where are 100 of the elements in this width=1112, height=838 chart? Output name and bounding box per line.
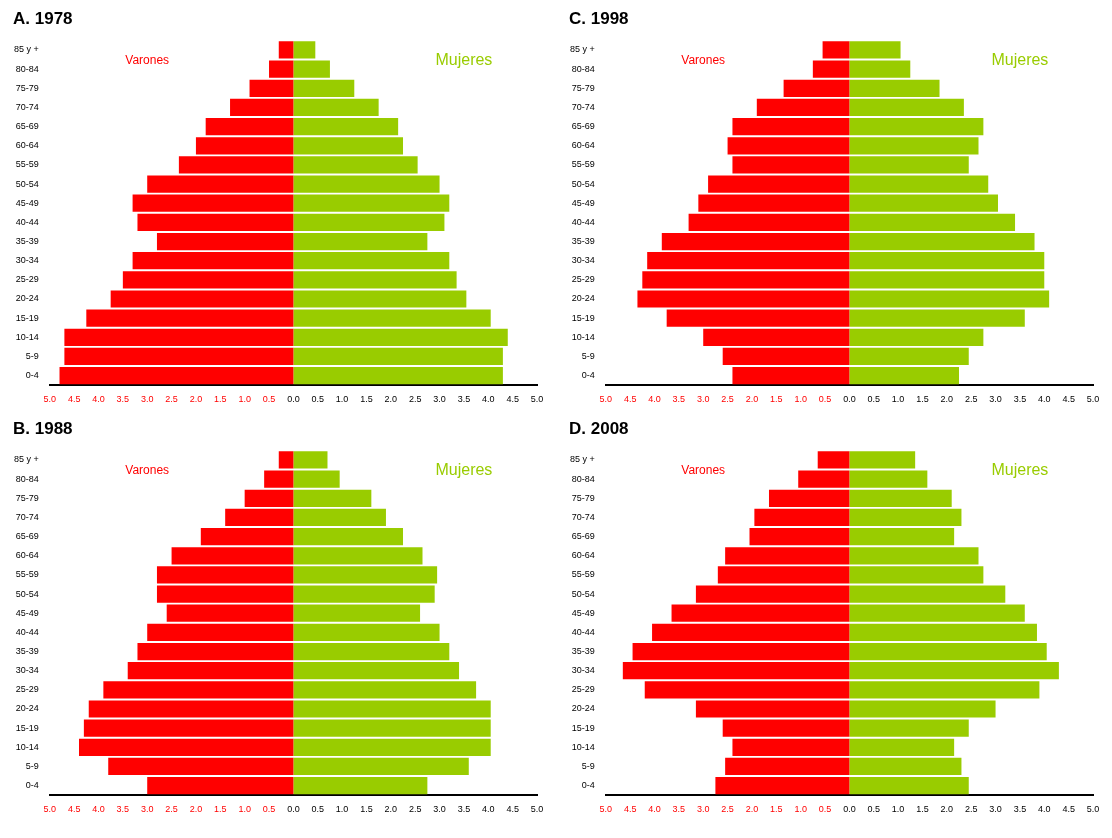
bar: [849, 642, 1047, 661]
x-tick-label: 4.0: [648, 804, 661, 815]
y-tick-label: 55-59: [571, 569, 595, 580]
bar: [849, 757, 962, 776]
bar: [849, 290, 1050, 308]
y-tick-label: 75-79: [15, 82, 39, 93]
y-tick-label: 75-79: [571, 82, 595, 93]
y-tick-label: 30-34: [15, 255, 39, 266]
bar: [108, 757, 294, 776]
bar: [849, 738, 955, 756]
bar: [754, 508, 850, 527]
x-tick-label: 5.0: [43, 804, 57, 815]
bar: [137, 642, 294, 661]
x-tick-label: 4.0: [1038, 804, 1051, 815]
y-tick-label: 55-59: [15, 569, 39, 580]
y-tick-label: 5-9: [581, 760, 595, 771]
x-tick-label: 0.5: [262, 394, 276, 405]
bar: [732, 367, 850, 385]
bar: [64, 347, 294, 366]
y-tick-label: 70-74: [15, 101, 39, 112]
bar: [264, 470, 294, 488]
bar: [849, 662, 1059, 680]
x-tick-label: 3.0: [140, 394, 154, 405]
x-tick-label: 1.5: [214, 394, 227, 405]
bar: [293, 137, 404, 155]
x-tick-label: 0.0: [287, 804, 300, 815]
y-tick-label: 45-49: [15, 607, 39, 618]
bar: [293, 757, 469, 776]
y-tick-label: 85 y +: [569, 44, 595, 55]
bar: [849, 60, 911, 78]
bar: [293, 700, 491, 718]
chart-title: D. 2008: [568, 418, 630, 440]
y-tick-label: 10-14: [571, 741, 595, 752]
x-tick-label: 0.0: [843, 394, 856, 405]
bar: [293, 662, 460, 680]
bar: [849, 79, 940, 97]
bar: [278, 451, 294, 469]
y-tick-label: 40-44: [571, 216, 595, 227]
bar: [644, 681, 850, 699]
chart-title: B. 1988: [12, 418, 74, 440]
y-tick-label: 70-74: [15, 511, 39, 522]
x-tick-label: 4.0: [1038, 394, 1051, 405]
bar: [64, 328, 294, 346]
bar: [732, 738, 850, 756]
bar: [849, 489, 952, 507]
bar: [293, 547, 423, 565]
x-tick-label: 5.0: [599, 804, 613, 815]
bar: [293, 367, 503, 385]
y-tick-label: 20-24: [571, 293, 595, 304]
y-tick-label: 60-64: [571, 550, 595, 561]
bar: [293, 213, 445, 231]
bar: [849, 681, 1040, 699]
y-tick-label: 80-84: [571, 473, 595, 484]
y-tick-label: 80-84: [15, 473, 39, 484]
y-tick-label: 70-74: [571, 511, 595, 522]
x-tick-label: 2.5: [165, 394, 178, 405]
bar: [293, 309, 491, 327]
x-tick-label: 0.5: [262, 804, 276, 815]
bar: [293, 41, 316, 59]
y-tick-label: 0-4: [581, 780, 595, 791]
text: Mujeres: [435, 51, 493, 69]
x-tick-label: 1.0: [335, 394, 349, 405]
bar: [278, 41, 294, 59]
bar: [715, 777, 850, 795]
x-tick-label: 3.5: [457, 804, 471, 815]
x-tick-label: 5.0: [43, 394, 57, 405]
y-tick-label: 10-14: [15, 331, 39, 342]
y-tick-label: 35-39: [15, 646, 39, 657]
x-tick-label: 1.5: [214, 804, 227, 815]
x-tick-label: 1.5: [916, 804, 929, 815]
y-tick-label: 0-4: [25, 370, 39, 381]
x-tick-label: 0.5: [818, 804, 832, 815]
x-tick-label: 3.5: [457, 394, 471, 405]
bar: [849, 700, 996, 718]
x-tick-label: 3.0: [696, 804, 710, 815]
bar: [293, 508, 386, 527]
x-tick-label: 2.0: [189, 804, 203, 815]
bar: [171, 547, 294, 565]
x-tick-label: 3.0: [696, 394, 710, 405]
x-tick-label: 4.0: [482, 804, 495, 815]
x-tick-label: 2.0: [384, 804, 398, 815]
y-tick-label: 45-49: [571, 607, 595, 618]
bar: [293, 623, 440, 641]
x-tick-label: 2.0: [745, 394, 759, 405]
bar: [156, 232, 294, 251]
x-tick-label: 5.0: [530, 804, 544, 815]
bar: [293, 252, 450, 270]
bar: [849, 470, 928, 488]
y-tick-label: 50-54: [15, 588, 39, 599]
x-tick-label: 5.0: [599, 394, 613, 405]
y-tick-label: 25-29: [15, 684, 39, 695]
bar: [849, 98, 964, 117]
x-tick-label: 3.5: [1013, 394, 1027, 405]
x-tick-label: 0.5: [311, 394, 324, 405]
y-tick-label: 15-19: [15, 312, 39, 323]
bar: [849, 252, 1045, 270]
bar: [200, 527, 294, 546]
x-tick-label: 0.5: [867, 804, 880, 815]
bar: [249, 79, 294, 97]
y-tick-label: 45-49: [571, 197, 595, 208]
